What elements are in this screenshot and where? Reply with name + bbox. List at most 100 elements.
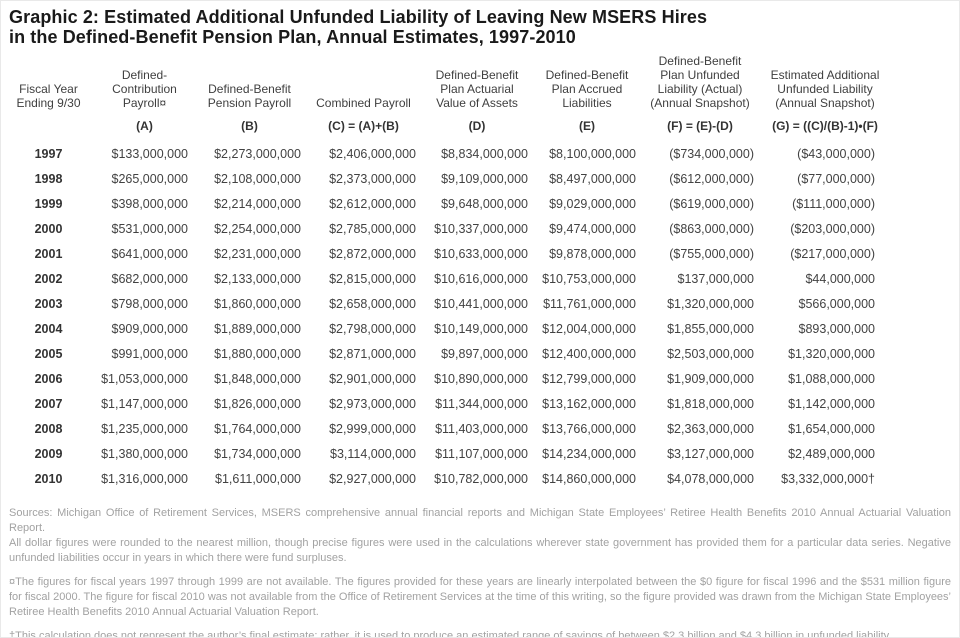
fiscal-year-cell: 2006 xyxy=(34,371,63,386)
value-cell-db-pension-payroll: $1,880,000,000 xyxy=(214,346,301,361)
fiscal-year-cell: 2001 xyxy=(34,246,63,261)
value-cell-combined-payroll: $3,114,000,000 xyxy=(330,446,416,461)
column-formula-db-plan-assets: (D) xyxy=(468,119,486,134)
value-cell-estimated-additional-unfunded-liability: $44,000,000 xyxy=(805,271,875,286)
value-cell-db-plan-unfunded-liability: $2,503,000,000 xyxy=(667,346,754,361)
value-cell-combined-payroll: $2,871,000,000 xyxy=(329,346,416,361)
fiscal-year-cell: 2005 xyxy=(34,346,63,361)
value-cell-db-plan-accrued-liabilities: $13,766,000,000 xyxy=(542,421,636,436)
unfunded-liability-table: Fiscal Year Ending 9/30 Defined- Contribu… xyxy=(1,54,891,491)
column-formula-estimated-additional-unfunded-liability: (G) = ((C)/(B)-1)•(F) xyxy=(772,119,878,134)
value-cell-db-plan-unfunded-liability: ($619,000,000) xyxy=(669,196,754,211)
table-row: 2008 $1,235,000,000 $1,764,000,000 $2,999,0… xyxy=(1,416,891,441)
value-cell-combined-payroll: $2,973,000,000 xyxy=(329,396,416,411)
value-cell-db-plan-accrued-liabilities: $10,753,000,000 xyxy=(542,271,636,286)
table-row: 2007 $1,147,000,000 $1,826,000,000 $2,973,0… xyxy=(1,391,891,416)
value-cell-db-plan-unfunded-liability: ($863,000,000) xyxy=(669,221,754,236)
value-cell-db-pension-payroll: $1,860,000,000 xyxy=(214,296,301,311)
table-row: 2001 $641,000,000 $2,231,000,000 $2,872,000… xyxy=(1,241,891,266)
value-cell-db-plan-assets: $9,897,000,000 xyxy=(441,346,528,361)
column-formula-fiscal-year xyxy=(1,110,96,141)
fiscal-year-cell: 2010 xyxy=(34,471,63,486)
graphic-title-line2: in the Defined-Benefit Pension Plan, Ann… xyxy=(9,27,576,47)
column-header-estimated-additional-unfunded-liability: Estimated Additional Unfunded Liability … xyxy=(770,68,880,111)
value-cell-dc-payroll: $1,235,000,000 xyxy=(101,421,188,436)
value-cell-db-pension-payroll: $2,133,000,000 xyxy=(214,271,301,286)
value-cell-db-plan-assets: $10,633,000,000 xyxy=(434,246,528,261)
value-cell-db-pension-payroll: $1,826,000,000 xyxy=(214,396,301,411)
value-cell-db-pension-payroll: $1,764,000,000 xyxy=(214,421,301,436)
value-cell-db-plan-unfunded-liability: ($755,000,000) xyxy=(669,246,754,261)
table-row: 1998 $265,000,000 $2,108,000,000 $2,373,000… xyxy=(1,166,891,191)
value-cell-combined-payroll: $2,901,000,000 xyxy=(329,371,416,386)
column-formula-row: (A) (B) (C) = (A)+(B) (D) (E) (F) = (E)-(D) (G… xyxy=(1,110,891,141)
value-cell-estimated-additional-unfunded-liability: $566,000,000 xyxy=(798,296,875,311)
value-cell-combined-payroll: $2,999,000,000 xyxy=(329,421,416,436)
value-cell-db-plan-assets: $10,616,000,000 xyxy=(434,271,528,286)
column-header-db-plan-accrued-liabilities: Defined-Benefit Plan Accrued Liabilities xyxy=(545,68,629,111)
fiscal-year-cell: 2004 xyxy=(34,321,63,336)
value-cell-estimated-additional-unfunded-liability: $1,088,000,000 xyxy=(788,371,875,386)
value-cell-dc-payroll: $133,000,000 xyxy=(111,146,188,161)
value-cell-estimated-additional-unfunded-liability: $1,654,000,000 xyxy=(788,421,875,436)
value-cell-db-pension-payroll: $1,734,000,000 xyxy=(214,446,301,461)
column-header-dc-payroll: Defined- Contribution Payroll¤ xyxy=(112,68,177,111)
column-label-row: Fiscal Year Ending 9/30 Defined- Contribu… xyxy=(1,54,891,110)
fiscal-year-cell: 1997 xyxy=(34,146,63,161)
value-cell-estimated-additional-unfunded-liability: $3,332,000,000† xyxy=(781,471,875,486)
value-cell-combined-payroll: $2,373,000,000 xyxy=(329,171,416,186)
value-cell-estimated-additional-unfunded-liability: $1,320,000,000 xyxy=(788,346,875,361)
value-cell-db-plan-assets: $10,337,000,000 xyxy=(434,221,528,236)
value-cell-db-plan-accrued-liabilities: $14,860,000,000 xyxy=(542,471,636,486)
value-cell-combined-payroll: $2,798,000,000 xyxy=(329,321,416,336)
fiscal-year-cell: 1999 xyxy=(34,196,63,211)
value-cell-db-plan-accrued-liabilities: $12,799,000,000 xyxy=(542,371,636,386)
column-formula-db-plan-accrued-liabilities: (E) xyxy=(579,119,595,134)
value-cell-db-plan-accrued-liabilities: $9,029,000,000 xyxy=(549,196,636,211)
column-formula-dc-payroll: (A) xyxy=(136,119,153,134)
value-cell-dc-payroll: $909,000,000 xyxy=(111,321,188,336)
fiscal-year-cell: 2007 xyxy=(34,396,63,411)
table-header: Fiscal Year Ending 9/30 Defined- Contribu… xyxy=(1,54,891,141)
footnotes: Sources: Michigan Office of Retirement S… xyxy=(9,506,951,637)
value-cell-dc-payroll: $1,380,000,000 xyxy=(101,446,188,461)
column-header-db-plan-unfunded-liability: Defined-Benefit Plan Unfunded Liability … xyxy=(650,54,750,111)
value-cell-combined-payroll: $2,815,000,000 xyxy=(329,271,416,286)
table-row: 2002 $682,000,000 $2,133,000,000 $2,815,000… xyxy=(1,266,891,291)
value-cell-db-plan-unfunded-liability: $1,818,000,000 xyxy=(667,396,754,411)
footnote-interpolation: ¤The figures for fiscal years 1997 throu… xyxy=(9,576,951,619)
value-cell-combined-payroll: $2,872,000,000 xyxy=(329,246,416,261)
column-header-fiscal-year: Fiscal Year Ending 9/30 xyxy=(16,82,81,111)
value-cell-dc-payroll: $1,053,000,000 xyxy=(101,371,188,386)
table-row: 2004 $909,000,000 $1,889,000,000 $2,798,000… xyxy=(1,316,891,341)
value-cell-db-plan-unfunded-liability: ($734,000,000) xyxy=(669,146,754,161)
value-cell-dc-payroll: $398,000,000 xyxy=(111,196,188,211)
value-cell-dc-payroll: $991,000,000 xyxy=(111,346,188,361)
value-cell-estimated-additional-unfunded-liability: ($43,000,000) xyxy=(797,146,875,161)
column-header-combined-payroll: Combined Payroll xyxy=(316,96,411,111)
value-cell-dc-payroll: $641,000,000 xyxy=(111,246,188,261)
value-cell-combined-payroll: $2,927,000,000 xyxy=(329,471,416,486)
value-cell-db-pension-payroll: $2,254,000,000 xyxy=(214,221,301,236)
value-cell-estimated-additional-unfunded-liability: ($217,000,000) xyxy=(790,246,875,261)
value-cell-db-plan-accrued-liabilities: $9,878,000,000 xyxy=(549,246,636,261)
value-cell-db-plan-accrued-liabilities: $9,474,000,000 xyxy=(549,221,636,236)
column-header-db-plan-assets: Defined-Benefit Plan Actuarial Value of … xyxy=(435,68,519,111)
value-cell-estimated-additional-unfunded-liability: $1,142,000,000 xyxy=(788,396,875,411)
value-cell-db-plan-unfunded-liability: ($612,000,000) xyxy=(669,171,754,186)
value-cell-combined-payroll: $2,785,000,000 xyxy=(329,221,416,236)
value-cell-dc-payroll: $1,316,000,000 xyxy=(101,471,188,486)
value-cell-db-plan-accrued-liabilities: $12,004,000,000 xyxy=(542,321,636,336)
column-formula-db-pension-payroll: (B) xyxy=(241,119,258,134)
value-cell-db-plan-assets: $8,834,000,000 xyxy=(441,146,528,161)
value-cell-estimated-additional-unfunded-liability: $2,489,000,000 xyxy=(788,446,875,461)
value-cell-db-plan-unfunded-liability: $1,909,000,000 xyxy=(667,371,754,386)
value-cell-estimated-additional-unfunded-liability: $893,000,000 xyxy=(798,321,875,336)
table-row: 2003 $798,000,000 $1,860,000,000 $2,658,000… xyxy=(1,291,891,316)
value-cell-db-pension-payroll: $2,108,000,000 xyxy=(214,171,301,186)
value-cell-db-plan-unfunded-liability: $3,127,000,000 xyxy=(667,446,754,461)
value-cell-combined-payroll: $2,612,000,000 xyxy=(329,196,416,211)
value-cell-estimated-additional-unfunded-liability: ($203,000,000) xyxy=(790,221,875,236)
value-cell-dc-payroll: $531,000,000 xyxy=(111,221,188,236)
